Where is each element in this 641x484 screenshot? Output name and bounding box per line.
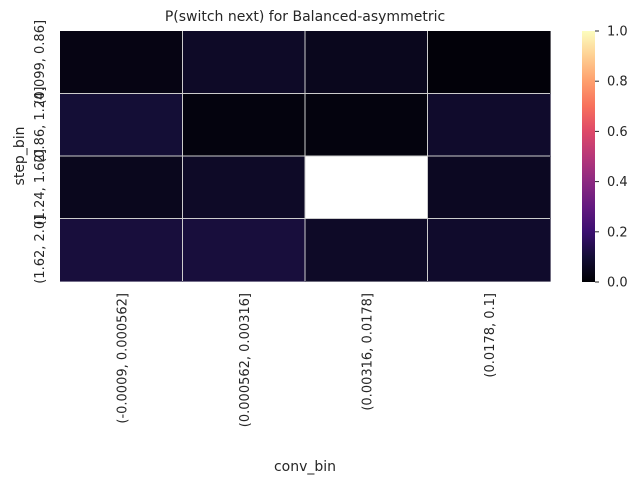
colorbar-ticks: 0.0 0.2 0.4 0.6 0.8 1.0: [595, 25, 628, 291]
heatmap-cell: [182, 218, 306, 282]
heatmap-cell: [427, 218, 551, 282]
heatmap-cell: [182, 156, 306, 220]
colorbar-tick-label: 0.0: [607, 276, 628, 291]
colorbar: [582, 31, 595, 282]
x-tick-labels: (-0.0009, 0.000562] (0.000562, 0.00316] (0…: [115, 293, 498, 427]
heatmap-cell: [60, 156, 184, 220]
x-axis-label: conv_bin: [274, 459, 336, 475]
heatmap-cell: [60, 93, 184, 157]
y-tick-label: (0.099, 0.86]: [33, 20, 48, 105]
heatmap-cell: [182, 31, 306, 95]
colorbar-tick-label: 0.8: [607, 75, 628, 90]
y-tick-label: (0.86, 1.24]: [33, 87, 48, 163]
chart-title: P(switch next) for Balanced-asymmetric: [165, 9, 445, 25]
heatmap-cell: [427, 156, 551, 220]
heatmap-cell: [182, 93, 306, 157]
colorbar-tick-label: 0.6: [607, 125, 628, 140]
colorbar-tick-label: 0.2: [607, 225, 628, 240]
colorbar-tick-label: 1.0: [607, 25, 628, 40]
colorbar-tick-label: 0.4: [607, 175, 628, 190]
gridlines: [60, 31, 550, 281]
heatmap-cell: [305, 93, 429, 157]
y-axis-label: step_bin: [12, 127, 28, 186]
heatmap-cell: [60, 218, 184, 282]
heatmap-cell: [305, 31, 429, 95]
y-tick-label: (1.24, 1.62]: [33, 149, 48, 225]
y-tick-labels: (0.099, 0.86](0.86, 1.24](1.24, 1.62](1.…: [33, 20, 48, 284]
heatmap-cells: [60, 31, 551, 282]
y-tick-label: (1.62, 2.0]: [33, 216, 48, 284]
x-tick-label: (0.000562, 0.00316]: [238, 293, 253, 427]
heatmap-cell: [305, 218, 429, 282]
heatmap-cell: [427, 93, 551, 157]
x-tick-label: (0.0178, 0.1]: [483, 293, 498, 378]
heatmap-cell: [305, 156, 429, 220]
x-tick-label: (-0.0009, 0.000562]: [115, 293, 130, 424]
x-tick-label: (0.00316, 0.0178]: [360, 293, 375, 411]
heatmap-cell: [427, 31, 551, 95]
heatmap-cell: [60, 31, 184, 95]
